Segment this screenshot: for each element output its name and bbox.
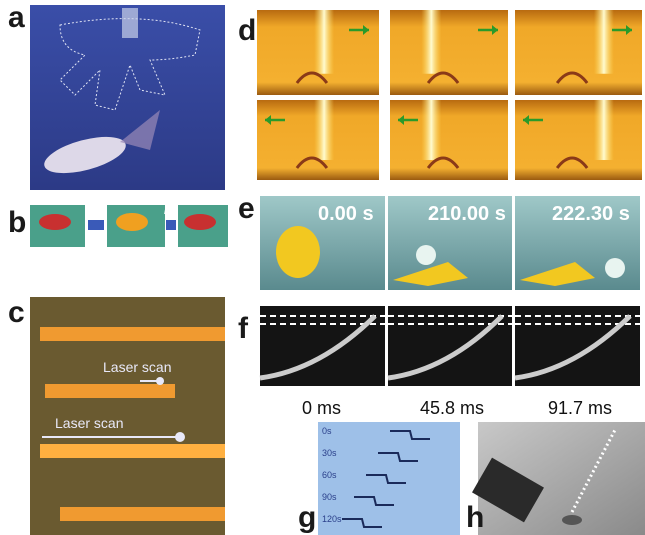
e-time: 0.00 s bbox=[318, 203, 374, 225]
b-sample bbox=[39, 214, 71, 230]
b-arrow-label: hν bbox=[164, 206, 175, 217]
b-arrow bbox=[166, 220, 176, 230]
d-frame bbox=[390, 100, 508, 180]
f-time: 45.8 ms bbox=[420, 398, 484, 418]
panel-label: c bbox=[8, 296, 25, 329]
ball bbox=[416, 245, 436, 265]
g-time: 90s bbox=[322, 492, 337, 502]
panel-label: e bbox=[238, 192, 255, 225]
f-time: 91.7 ms bbox=[548, 398, 612, 418]
strip bbox=[40, 327, 225, 341]
scan-label: Laser scan bbox=[103, 359, 171, 375]
panel-label: b bbox=[8, 206, 26, 239]
laser-beam bbox=[314, 10, 334, 74]
panel-label: a bbox=[8, 1, 25, 34]
figure: hν hν Laser scan Laser scan 0.00 s 210.0… bbox=[0, 0, 645, 535]
e-time: 210.00 s bbox=[428, 203, 506, 225]
b-arrow bbox=[88, 220, 104, 230]
panel-label: h bbox=[466, 501, 484, 534]
scan-dot bbox=[175, 432, 185, 442]
d-frame bbox=[390, 10, 508, 95]
page: {"panel_labels": ["a", "b", "c", "d", "e… bbox=[0, 0, 645, 535]
laser-beam bbox=[421, 10, 441, 74]
f-time: 0 ms bbox=[302, 398, 341, 418]
g-time: 0s bbox=[322, 426, 332, 436]
g-time: 120s bbox=[322, 514, 342, 524]
scan-dot bbox=[156, 377, 164, 385]
b-sample bbox=[116, 213, 148, 231]
laser-beam bbox=[594, 100, 614, 160]
droplet bbox=[562, 515, 582, 525]
laser-beam bbox=[314, 100, 334, 160]
capsule bbox=[276, 226, 320, 278]
d-frame bbox=[515, 10, 642, 95]
laser-beam bbox=[594, 10, 614, 74]
panel-d bbox=[257, 10, 642, 180]
panel-b bbox=[30, 205, 228, 247]
laser-beam bbox=[421, 100, 441, 160]
e-time: 222.30 s bbox=[552, 203, 630, 225]
b-arrow-label: hν bbox=[90, 206, 101, 217]
panel-label: f bbox=[238, 312, 249, 345]
b-sample bbox=[184, 214, 216, 230]
g-time: 30s bbox=[322, 448, 337, 458]
panel-label: d bbox=[238, 14, 256, 47]
gripper bbox=[122, 8, 138, 38]
strip bbox=[45, 384, 175, 398]
scan-label: Laser scan bbox=[55, 415, 123, 431]
ball bbox=[605, 258, 625, 278]
g-time: 60s bbox=[322, 470, 337, 480]
d-frame bbox=[515, 100, 642, 180]
panel-f bbox=[260, 306, 640, 386]
strip bbox=[40, 444, 225, 458]
panel-label: g bbox=[298, 501, 316, 534]
strip bbox=[60, 507, 225, 521]
